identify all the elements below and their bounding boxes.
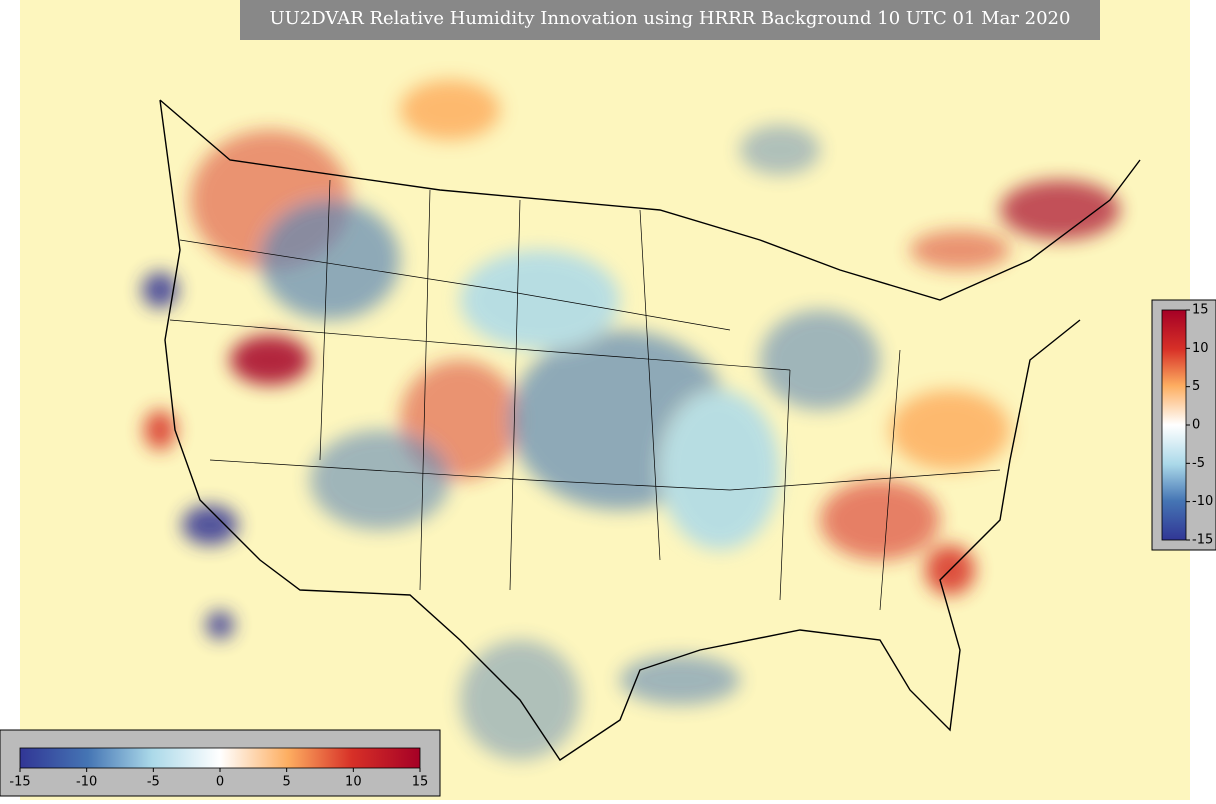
colorbar-tick-label: 0 [216,775,224,790]
colorbar-tick-label: 0 [1192,418,1200,433]
colorbar-tick-label: -15 [1192,533,1213,548]
state-borders [169,179,1001,611]
coastline [159,99,1141,761]
colorbar-tick-label: 10 [1192,341,1209,356]
map-title: UU2DVAR Relative Humidity Innovation usi… [270,8,1071,29]
field-blobs [142,80,1120,760]
colorbar-tick-label: -5 [1192,456,1205,471]
colorbar-tick-label: 15 [1192,303,1209,318]
colorbar-tick-label: -10 [1192,494,1213,509]
title-box [240,0,1100,40]
colorbar-tick-label: 15 [412,775,429,790]
colorbar-tick-label: -5 [147,775,160,790]
colorbar-tick-label: 5 [283,775,291,790]
colorbar-tick-label: -10 [76,775,97,790]
colorbar [19,747,421,769]
colorbar [1161,309,1187,541]
colorbar-tick-label: 5 [1192,379,1200,394]
colorbar-tick-label: -15 [9,775,30,790]
colorbar-tick-label: 10 [345,775,362,790]
